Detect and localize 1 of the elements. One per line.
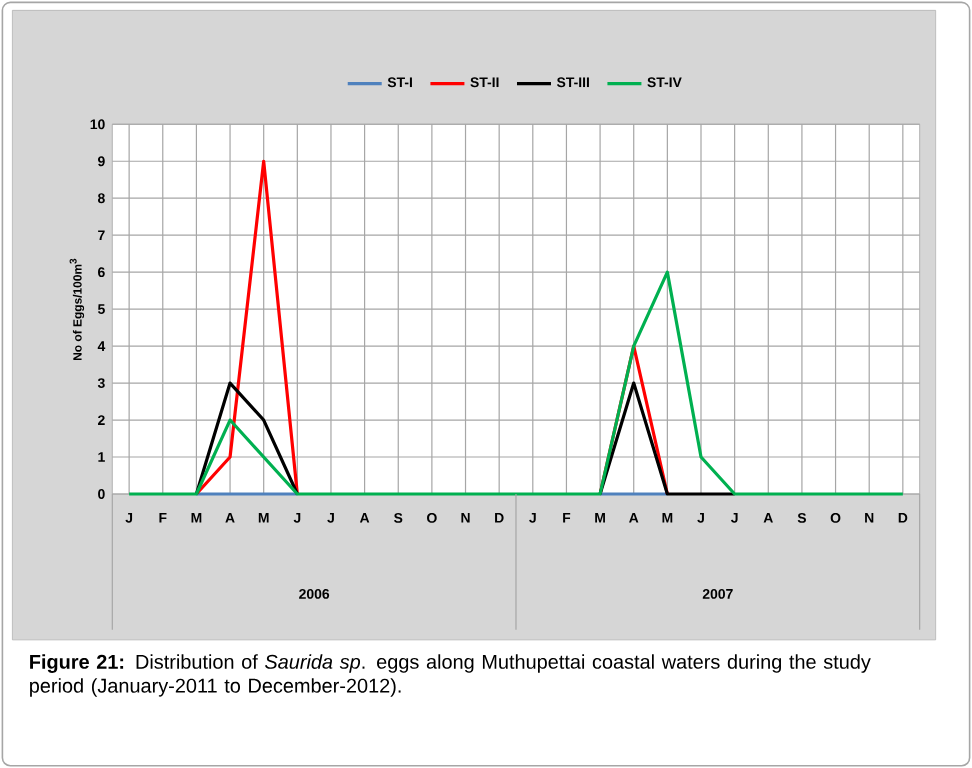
text: Figure 21: Distribution of Saurida sp. eggs along Muthupettai coastal waters during the study period (January-2011 to December-2012). [30,654,871,697]
